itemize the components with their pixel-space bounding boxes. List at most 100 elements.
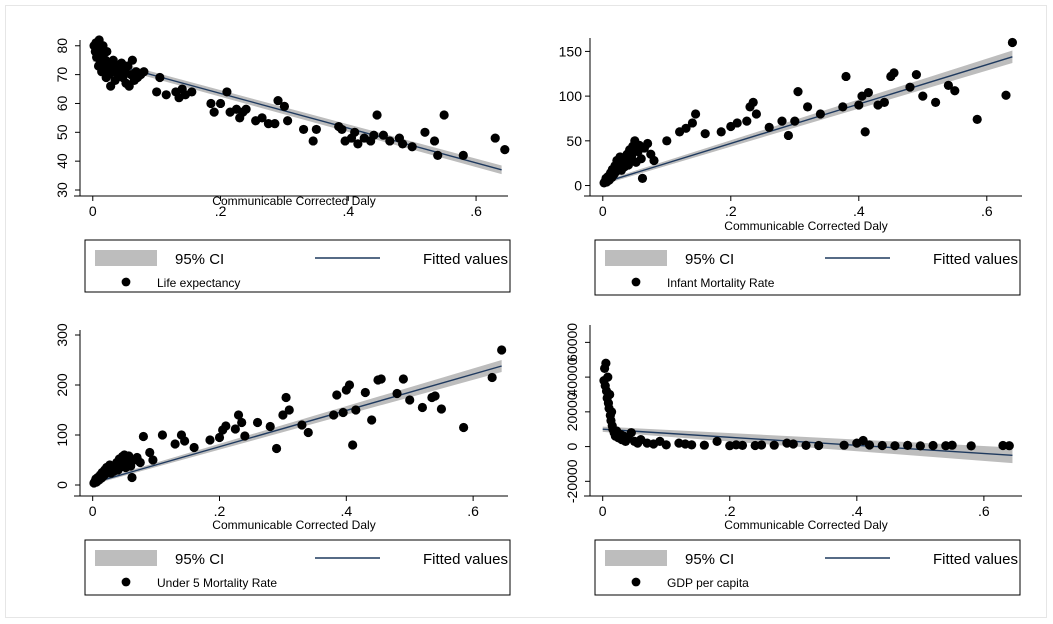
data-point bbox=[662, 136, 672, 146]
x-tick-label: 0 bbox=[599, 503, 607, 519]
data-point bbox=[911, 70, 922, 80]
data-point bbox=[278, 410, 288, 420]
x-tick-label: .4 bbox=[851, 503, 863, 519]
data-point bbox=[237, 417, 247, 428]
data-point bbox=[605, 389, 615, 400]
x-tick-label: 0 bbox=[89, 203, 97, 219]
data-point bbox=[1007, 37, 1018, 48]
data-point bbox=[189, 442, 199, 453]
legend-series-marker bbox=[121, 577, 131, 587]
data-point bbox=[803, 102, 813, 112]
data-point bbox=[367, 415, 377, 425]
data-point bbox=[860, 127, 870, 137]
legend-ci-swatch bbox=[605, 250, 667, 266]
scatter-points bbox=[89, 345, 507, 488]
data-point bbox=[187, 87, 197, 97]
x-tick-label: 0 bbox=[599, 203, 607, 219]
y-tick-label: 100 bbox=[54, 423, 70, 447]
data-point bbox=[966, 441, 976, 451]
data-point bbox=[947, 440, 957, 450]
data-point bbox=[215, 98, 226, 109]
data-point bbox=[271, 443, 282, 454]
data-point bbox=[626, 428, 636, 438]
legend-series-label: GDP per capita bbox=[667, 576, 749, 590]
x-tick-label: .2 bbox=[725, 203, 737, 219]
legend-series-marker bbox=[121, 277, 131, 287]
data-point bbox=[337, 124, 347, 135]
data-point bbox=[972, 114, 982, 124]
y-tick-label: 200 bbox=[54, 373, 70, 397]
data-point bbox=[378, 130, 389, 140]
legend-ci-label: 95% CI bbox=[685, 551, 734, 568]
legend-series-marker bbox=[631, 277, 641, 287]
y-tick-label: 100 bbox=[559, 88, 583, 104]
data-point bbox=[700, 129, 710, 139]
panel-1: 30 40 50 60 70 80 0 .2 .4 .6 Communicable Correcte… bbox=[54, 35, 511, 293]
data-point bbox=[783, 130, 794, 141]
data-point bbox=[841, 71, 851, 82]
legend-series-label: Life expectancy bbox=[157, 276, 240, 290]
x-tick-label: .2 bbox=[724, 503, 736, 519]
y-tick-label: 40 bbox=[54, 153, 70, 169]
scatter-points bbox=[599, 358, 1014, 451]
data-point bbox=[338, 407, 348, 418]
data-point bbox=[490, 133, 500, 143]
y-tick-label: 60 bbox=[54, 95, 70, 111]
data-point bbox=[487, 372, 497, 383]
data-point bbox=[205, 435, 215, 445]
data-point bbox=[433, 150, 443, 160]
y-tick-label: 70 bbox=[54, 67, 70, 83]
data-point bbox=[102, 46, 112, 57]
legend-series-label: Infant Mortality Rate bbox=[667, 276, 775, 290]
legend-fit-label: Fitted values bbox=[933, 551, 1018, 568]
legend: 95% CI Fitted values Infant Mortality Rate bbox=[594, 239, 1021, 296]
data-point bbox=[263, 119, 274, 129]
data-point bbox=[497, 345, 507, 355]
data-point bbox=[928, 440, 938, 451]
data-point bbox=[931, 97, 941, 107]
data-point bbox=[716, 127, 726, 137]
data-point bbox=[854, 100, 864, 110]
y-tick-label: 80 bbox=[54, 38, 70, 54]
data-point bbox=[298, 124, 309, 135]
data-point bbox=[157, 430, 168, 440]
data-point bbox=[241, 104, 251, 114]
data-point bbox=[155, 72, 165, 83]
data-point bbox=[284, 405, 294, 415]
data-point bbox=[350, 127, 360, 137]
data-point bbox=[801, 440, 811, 450]
x-axis-label: Communicable Corrected Daly bbox=[724, 518, 887, 532]
data-point bbox=[864, 440, 875, 450]
data-point bbox=[297, 420, 307, 430]
data-point bbox=[699, 440, 709, 450]
data-point bbox=[273, 95, 283, 106]
legend-ci-label: 95% CI bbox=[175, 551, 224, 568]
data-point bbox=[950, 86, 960, 96]
data-point bbox=[691, 109, 701, 119]
data-point bbox=[903, 440, 913, 450]
x-tick-label: .4 bbox=[340, 503, 352, 519]
data-point bbox=[732, 118, 742, 128]
data-point bbox=[712, 436, 722, 446]
data-point bbox=[500, 145, 510, 155]
fitted-line bbox=[92, 365, 502, 484]
data-point bbox=[222, 87, 232, 97]
legend-box bbox=[594, 239, 1021, 296]
data-point bbox=[230, 424, 240, 434]
data-point bbox=[788, 439, 798, 449]
y-tick-label: 40000 bbox=[564, 357, 580, 396]
data-point bbox=[429, 136, 440, 146]
y-tick-label: 60000 bbox=[564, 323, 580, 362]
data-point bbox=[943, 80, 954, 90]
data-point bbox=[407, 142, 417, 152]
x-tick-label: .6 bbox=[981, 203, 993, 219]
data-point bbox=[436, 404, 447, 414]
data-point bbox=[420, 127, 430, 137]
data-point bbox=[814, 440, 824, 451]
scatter-points bbox=[89, 35, 510, 160]
x-tick-label: .4 bbox=[342, 203, 354, 219]
data-point bbox=[221, 421, 231, 431]
data-point bbox=[890, 441, 900, 451]
